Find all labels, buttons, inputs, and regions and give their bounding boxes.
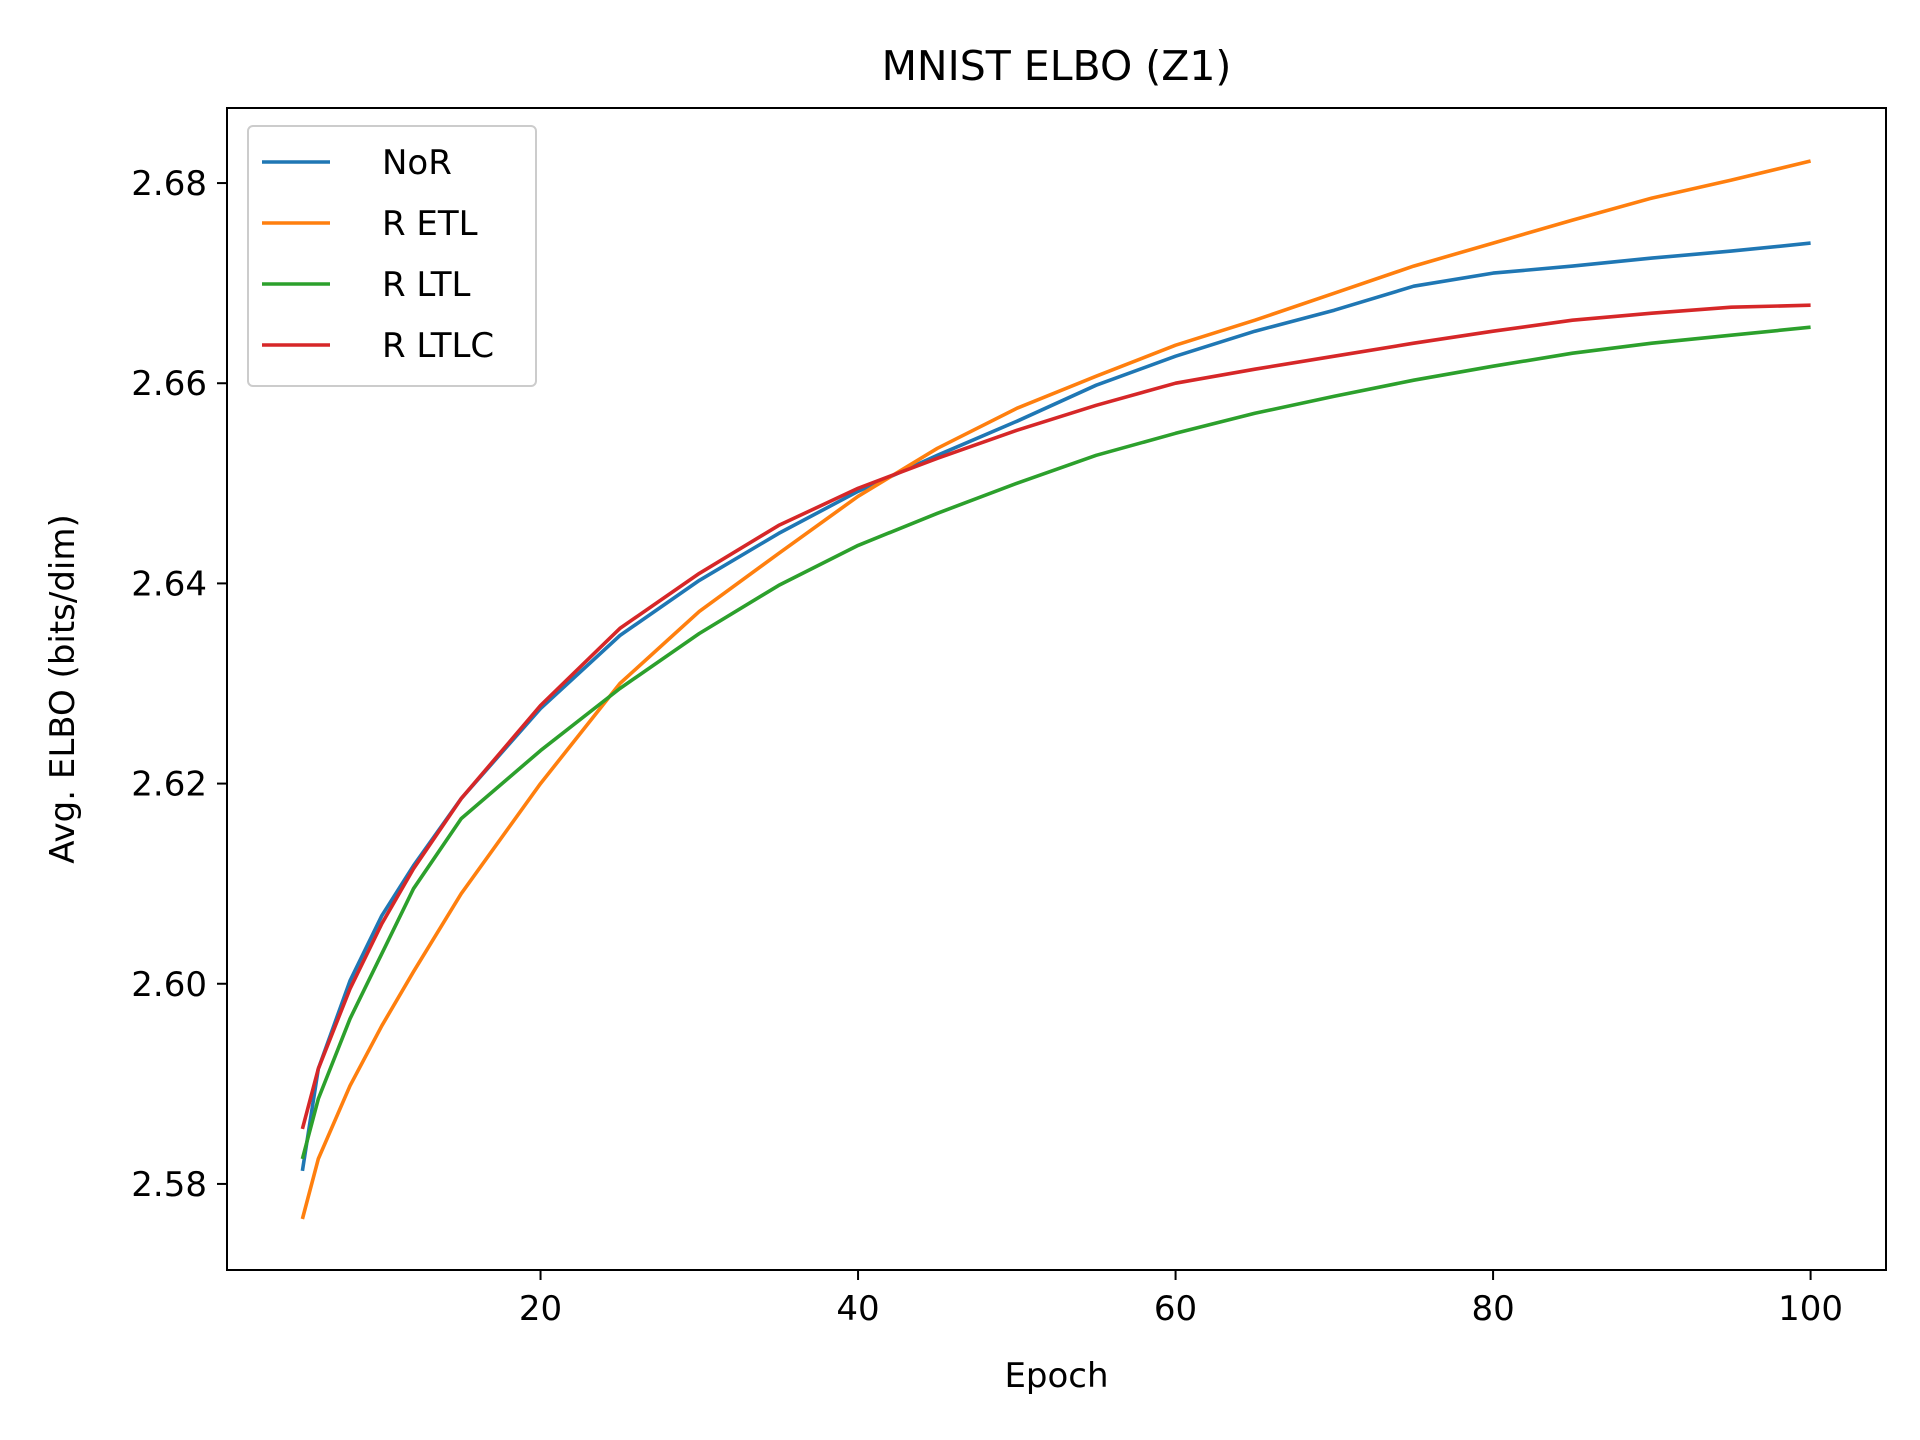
series-line-r-etl bbox=[300, 159, 1812, 1220]
y-tick-label: 2.68 bbox=[131, 164, 207, 204]
x-tick-label: 100 bbox=[1778, 1289, 1843, 1329]
y-tick-label: 2.60 bbox=[131, 965, 207, 1005]
series-line-r-ltlc bbox=[300, 303, 1811, 1130]
series-line-nor bbox=[300, 241, 1811, 1172]
y-tick-label: 2.58 bbox=[131, 1165, 207, 1205]
x-tick-label: 80 bbox=[1471, 1289, 1514, 1329]
x-tick-label: 40 bbox=[836, 1289, 879, 1329]
y-tick-label: 2.66 bbox=[131, 364, 207, 404]
x-axis-ticks: 20 40 60 80 100 bbox=[519, 1270, 1843, 1329]
chart-title: MNIST ELBO (Z1) bbox=[882, 42, 1232, 90]
y-axis-ticks: 2.58 2.60 2.62 2.64 2.66 2.68 bbox=[131, 164, 227, 1205]
legend-label-r-ltlc: R LTLC bbox=[382, 326, 494, 366]
legend-box bbox=[247, 125, 537, 387]
x-axis-label: Epoch bbox=[1004, 1356, 1108, 1396]
y-tick-label: 2.64 bbox=[131, 564, 207, 604]
y-axis-label: Avg. ELBO (bits/dim) bbox=[43, 514, 83, 864]
y-tick-label: 2.62 bbox=[131, 765, 207, 805]
series-lines bbox=[300, 159, 1812, 1220]
legend-label-r-ltl: R LTL bbox=[382, 265, 470, 305]
series-line-r-ltl bbox=[300, 325, 1811, 1160]
axes-frame bbox=[226, 107, 1887, 1271]
x-tick-label: 20 bbox=[519, 1289, 562, 1329]
legend: NoR R ETL R LTL R LTLC bbox=[247, 125, 537, 387]
legend-label-r-etl: R ETL bbox=[382, 204, 478, 244]
legend-label-nor: NoR bbox=[382, 143, 452, 183]
x-tick-label: 60 bbox=[1154, 1289, 1197, 1329]
